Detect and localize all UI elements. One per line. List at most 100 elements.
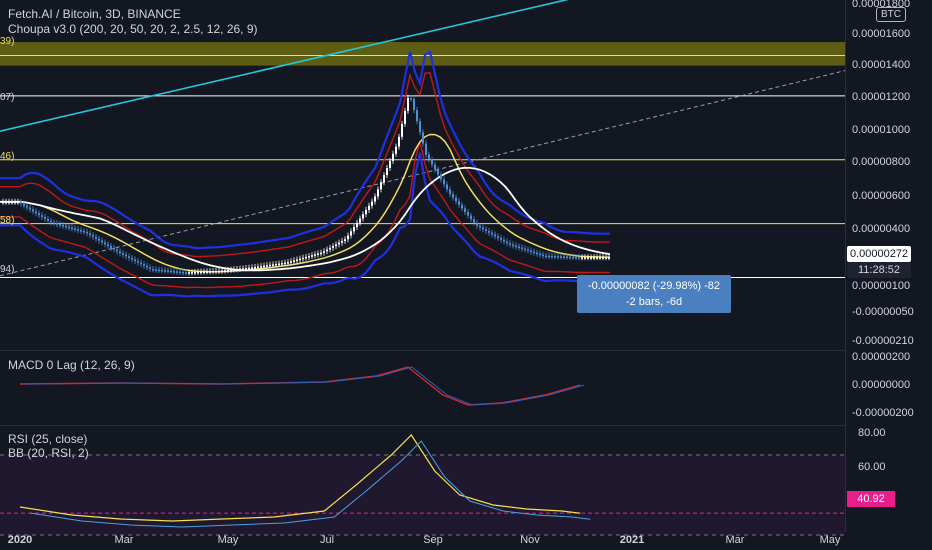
axis-separator: [845, 0, 846, 532]
candle-body: [551, 255, 553, 258]
resistance-zone: [0, 42, 845, 66]
candle-body: [605, 257, 607, 259]
symbol-title: Fetch.AI / Bitcoin, 3D, BINANCE: [8, 7, 181, 21]
candle-body: [173, 271, 175, 273]
candle-body: [266, 265, 268, 267]
candle-body: [47, 218, 49, 221]
candle-body: [86, 231, 88, 234]
candle-body: [59, 224, 61, 226]
price-tick-label: 0.00000400: [852, 223, 910, 235]
rsi-tick-label: 80.00: [858, 427, 886, 439]
candle-body: [137, 261, 139, 263]
lower-band-line: [0, 152, 610, 298]
candle-body: [563, 256, 565, 258]
candle-body: [11, 201, 13, 204]
candle-body: [260, 266, 262, 268]
rsi-band-fill: [0, 455, 845, 535]
measure-line-1: -0.00000082 (-29.98%) -82: [587, 280, 721, 292]
macd-line: [19, 366, 581, 406]
left-edge-label: 39): [0, 36, 14, 47]
candle-body: [116, 249, 118, 252]
candle-body: [80, 230, 82, 232]
candle-body: [74, 228, 76, 230]
candle-body: [485, 229, 487, 232]
rsi-line: [19, 434, 581, 522]
candle-body: [443, 179, 445, 185]
candle-body: [359, 218, 361, 223]
price-tick-label: 0.00001200: [852, 91, 910, 103]
candle-body: [383, 175, 385, 183]
cyan-trendline: [0, 0, 570, 132]
candle-body: [155, 269, 157, 271]
price-tick-label: 0.00000600: [852, 190, 910, 202]
candle-body: [161, 269, 163, 272]
candle-body: [14, 201, 16, 204]
macd-signal-line: [23, 366, 585, 406]
candle-body: [542, 254, 544, 257]
price-axis[interactable]: 0.00001800 0.00001600 0.00001400 0.00001200…: [852, 0, 914, 473]
candle-body: [488, 231, 490, 233]
candle-body: [458, 201, 460, 205]
candles[interactable]: [2, 94, 610, 276]
time-axis[interactable]: 2020 Mar May Jul Sep Nov 2021 Mar May: [8, 534, 841, 546]
candle-body: [242, 268, 244, 270]
candle-body: [62, 224, 64, 227]
macd-tick-label: 0.00000200: [852, 351, 910, 363]
currency-badge[interactable]: BTC: [876, 7, 906, 22]
candle-body: [125, 254, 127, 257]
candle-body: [170, 270, 172, 273]
candle-body: [494, 234, 496, 237]
candle-body: [23, 203, 25, 206]
candle-body: [410, 97, 412, 100]
upper-band-line: [0, 49, 610, 250]
candle-body: [311, 255, 313, 257]
candle-body: [20, 201, 22, 204]
candle-body: [512, 244, 514, 247]
candle-body: [500, 238, 502, 240]
candle-body: [71, 227, 73, 229]
candle-body: [395, 146, 397, 154]
candle-body: [599, 257, 601, 259]
candle-body: [263, 265, 265, 268]
candle-body: [473, 219, 475, 223]
candle-body: [482, 227, 484, 230]
measure-line-2: -2 bars, -6d: [625, 296, 683, 308]
candle-body: [419, 121, 421, 133]
candle-body: [17, 201, 19, 204]
candle-body: [140, 262, 142, 265]
left-edge-label: 58): [0, 215, 14, 226]
candle-body: [122, 253, 124, 255]
candle-body: [533, 251, 535, 254]
candle-body: [521, 247, 523, 250]
panel-separator: [0, 425, 845, 426]
candle-body: [338, 242, 340, 245]
candle-body: [398, 136, 400, 147]
candle-body: [65, 225, 67, 228]
candle-body: [143, 264, 145, 266]
time-tick-label: Sep: [423, 534, 443, 546]
candle-body: [245, 268, 247, 270]
candle-body: [572, 256, 574, 259]
moving-averages: [0, 133, 611, 273]
time-tick-label: Mar: [115, 534, 134, 546]
candle-body: [353, 227, 355, 232]
left-edge-labels: 39) 07) 46) 58) 94): [0, 36, 14, 275]
candle-body: [8, 201, 10, 204]
candle-body: [206, 271, 208, 273]
candle-body: [32, 209, 34, 212]
left-edge-label: 46): [0, 151, 14, 162]
candle-body: [92, 235, 94, 237]
candle-body: [407, 97, 409, 111]
candle-body: [284, 262, 286, 265]
candle-body: [524, 248, 526, 251]
candle-body: [119, 251, 121, 254]
candle-body: [503, 239, 505, 242]
candle-body: [515, 245, 517, 248]
candle-body: [329, 247, 331, 250]
bb-label: BB (20, RSI, 2): [8, 446, 89, 460]
candle-body: [101, 240, 103, 243]
candle-body: [290, 261, 292, 263]
candle-body: [587, 257, 589, 259]
